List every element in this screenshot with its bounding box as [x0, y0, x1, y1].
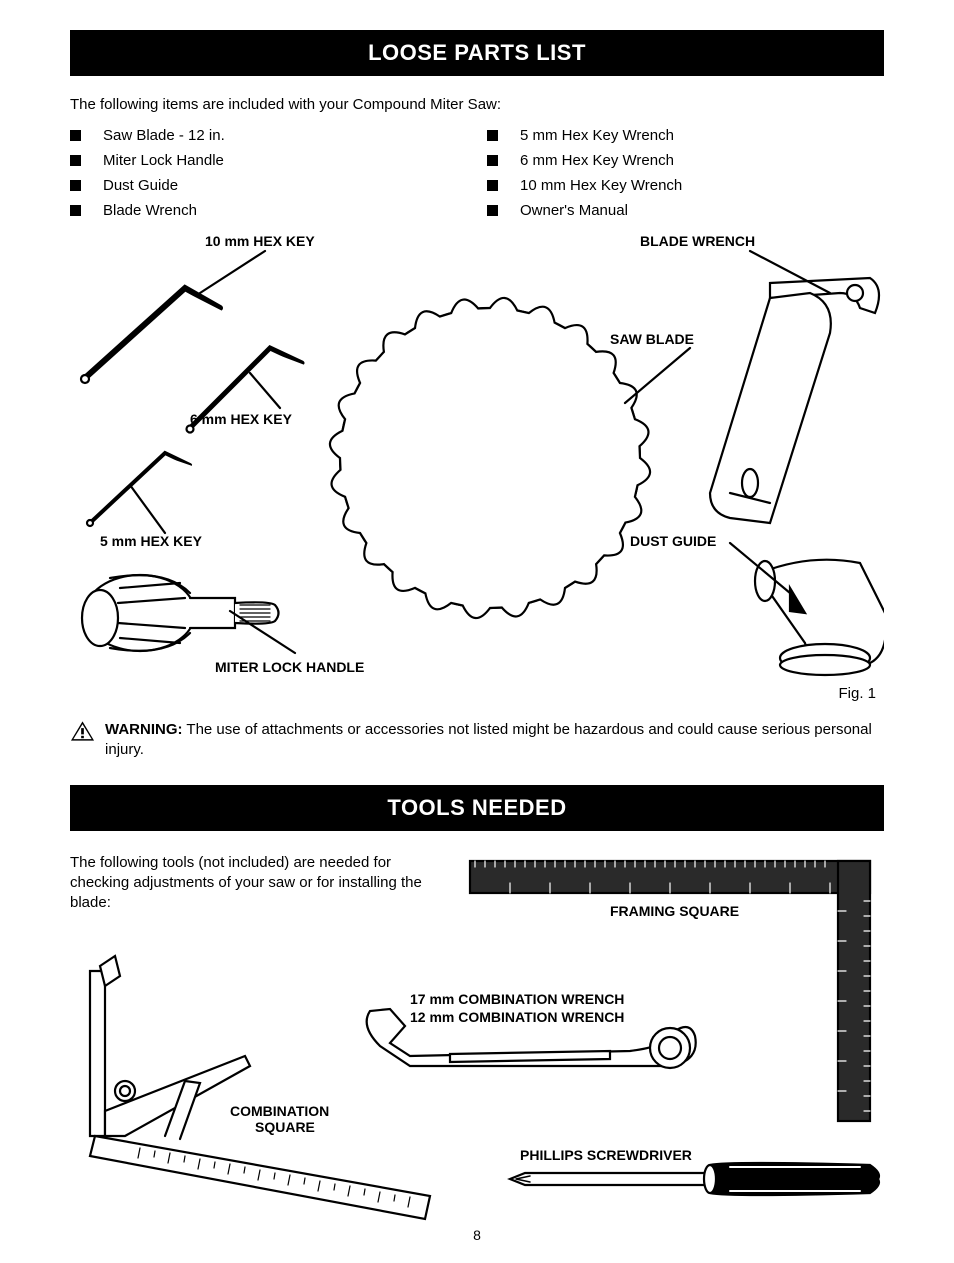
label-combo-square1: COMBINATION [230, 1103, 329, 1119]
bullet-icon [487, 130, 498, 141]
list-item: 10 mm Hex Key Wrench [487, 177, 884, 194]
label-combo-wrench17: 17 mm COMBINATION WRENCH [410, 991, 624, 1007]
label-dust-guide: DUST GUIDE [630, 533, 716, 549]
item-text: Owner's Manual [520, 202, 628, 219]
label-hex10: 10 mm HEX KEY [205, 233, 315, 249]
item-text: 5 mm Hex Key Wrench [520, 127, 674, 144]
label-combo-wrench12: 12 mm COMBINATION WRENCH [410, 1009, 624, 1025]
tools-svg [70, 851, 884, 1221]
item-text: Blade Wrench [103, 202, 197, 219]
figure1-caption: Fig. 1 [70, 685, 884, 702]
list-item: Dust Guide [70, 177, 467, 194]
loose-parts-header: LOOSE PARTS LIST [70, 30, 884, 76]
bullet-icon [70, 180, 81, 191]
label-saw-blade: SAW BLADE [610, 331, 694, 347]
bullet-icon [70, 130, 81, 141]
bullet-icon [70, 155, 81, 166]
tools-needed-header: TOOLS NEEDED [70, 785, 884, 831]
label-miter: MITER LOCK HANDLE [215, 659, 364, 675]
bullet-icon [487, 205, 498, 216]
bullet-icon [487, 155, 498, 166]
list-item: 6 mm Hex Key Wrench [487, 152, 884, 169]
list-item: Owner's Manual [487, 202, 884, 219]
tools-body: The following tools (not included) are n… [70, 851, 884, 1221]
list-item: Blade Wrench [70, 202, 467, 219]
warning-text: WARNING: The use of attachments or acces… [105, 720, 884, 761]
item-text: 10 mm Hex Key Wrench [520, 177, 682, 194]
parts-bullet-columns: Saw Blade - 12 in. Miter Lock Handle Dus… [70, 127, 884, 227]
list-item: Miter Lock Handle [70, 152, 467, 169]
warning-label: WARNING: [105, 721, 183, 738]
parts-left-column: Saw Blade - 12 in. Miter Lock Handle Dus… [70, 127, 467, 227]
label-framing-square: FRAMING SQUARE [610, 903, 739, 919]
item-text: Dust Guide [103, 177, 178, 194]
loose-parts-figure: 10 mm HEX KEY 6 mm HEX KEY 5 mm HEX KEY … [70, 233, 884, 683]
list-item: 5 mm Hex Key Wrench [487, 127, 884, 144]
label-blade-wrench: BLADE WRENCH [640, 233, 755, 249]
label-hex5: 5 mm HEX KEY [100, 533, 202, 549]
warning-row: WARNING: The use of attachments or acces… [70, 720, 884, 761]
parts-right-column: 5 mm Hex Key Wrench 6 mm Hex Key Wrench … [487, 127, 884, 227]
label-hex6: 6 mm HEX KEY [190, 411, 292, 427]
warning-body: The use of attachments or accessories no… [105, 721, 872, 758]
label-phillips: PHILLIPS SCREWDRIVER [520, 1147, 692, 1163]
item-text: Saw Blade - 12 in. [103, 127, 225, 144]
loose-parts-intro: The following items are included with yo… [70, 96, 884, 113]
item-text: Miter Lock Handle [103, 152, 224, 169]
list-item: Saw Blade - 12 in. [70, 127, 467, 144]
bullet-icon [487, 180, 498, 191]
warning-icon [70, 720, 95, 742]
bullet-icon [70, 205, 81, 216]
label-combo-square2: SQUARE [255, 1119, 315, 1135]
item-text: 6 mm Hex Key Wrench [520, 152, 674, 169]
loose-parts-svg [70, 233, 884, 683]
